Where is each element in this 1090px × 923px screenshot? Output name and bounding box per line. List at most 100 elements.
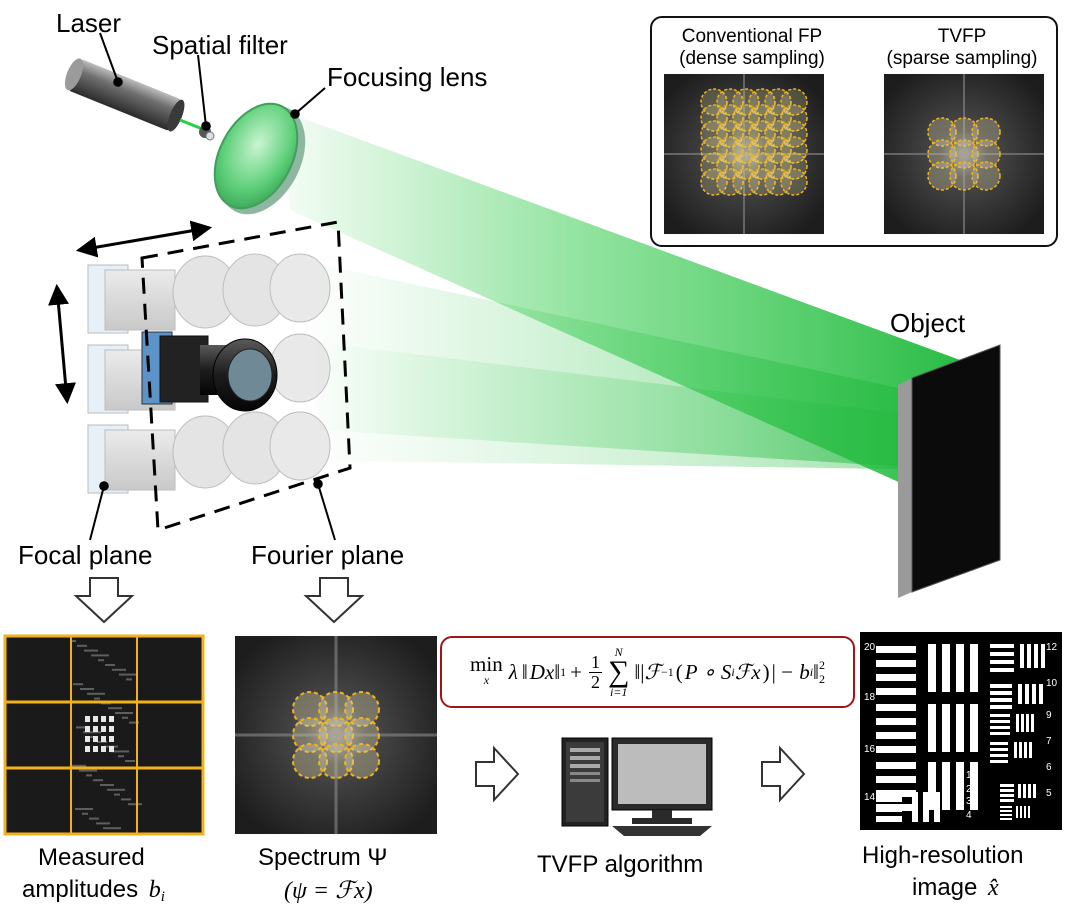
hr-target-bar <box>876 646 916 653</box>
hr-target-number: 7 <box>1046 736 1052 747</box>
hr-target-bar <box>990 726 1010 729</box>
measured-texture-bar <box>103 827 121 830</box>
measured-texture-bar <box>82 812 88 815</box>
computer-icon <box>561 737 713 836</box>
hr-target-bar <box>1020 806 1022 818</box>
formula-norm1: 1 <box>560 664 567 679</box>
spectrum-sampling-circle <box>318 691 354 727</box>
measured-texture-bar <box>77 644 87 647</box>
hr-target-number: 2 <box>966 784 972 795</box>
hr-target-bar <box>876 762 916 769</box>
spatial-filter-leader-line <box>197 54 211 131</box>
hr-target-bar <box>1021 714 1024 732</box>
measured-texture-bar <box>108 707 122 710</box>
hr-target-number: 18 <box>864 692 876 703</box>
hr-target-bar <box>990 714 1010 717</box>
spectrum-sampling-circle <box>344 717 380 753</box>
measured-texture-bar <box>105 664 115 666</box>
measured-texture-bar <box>128 803 142 806</box>
formula-lambda: λ <box>508 659 518 684</box>
sparse-sampling-circle <box>971 139 1001 169</box>
formula-inner-subscript: i <box>731 664 735 679</box>
hr-target-bar <box>1000 794 1014 797</box>
hr-target-bar <box>1033 784 1036 798</box>
measured-texture-bar <box>73 683 83 686</box>
measured-bar <box>101 716 106 722</box>
spectrum-sampling-circle <box>344 691 380 727</box>
measured-bar <box>93 716 98 722</box>
sparse-sampling-circle <box>949 161 979 191</box>
formula-minus-b: − b <box>779 659 810 684</box>
hr-target-bar <box>876 806 902 812</box>
formula-operator: ℱ <box>644 659 661 684</box>
measured-texture-bar <box>121 798 131 801</box>
sparse-sampling-circle <box>971 117 1001 147</box>
measured-texture-bar <box>115 712 133 714</box>
hr-target-bar <box>876 660 916 667</box>
tv-objective-formula: min x λ ‖ Dx ‖ 1 + 1 2 N ∑ i=1 ‖| ℱ −1 (P ∘ S… <box>440 636 855 708</box>
high-resolution-symbol: x̂ <box>988 875 999 901</box>
hr-target-bar <box>990 660 1014 664</box>
high-resolution-label-line2: image x̂ <box>912 874 999 902</box>
measured-texture-bar <box>118 755 124 758</box>
hr-target-bar <box>970 644 978 692</box>
hr-target-number: 20 <box>864 642 876 653</box>
hr-target-bar <box>956 762 964 810</box>
measured-bar <box>93 746 98 752</box>
hr-target-bar <box>1032 684 1036 704</box>
measured-bar <box>85 726 90 732</box>
hr-target-number: 5 <box>1046 788 1052 799</box>
measured-amplitudes-panel <box>3 634 205 836</box>
sparse-sampling-circle <box>927 139 957 169</box>
conventional-fp-title: Conventional FP (dense sampling) <box>664 26 840 70</box>
measured-bar <box>109 746 114 752</box>
measured-texture-bar <box>126 678 132 681</box>
measured-bar <box>85 746 90 752</box>
hr-target-bar <box>990 705 1012 709</box>
measured-bar <box>109 736 114 742</box>
dense-sampling-circle <box>748 168 776 196</box>
sparse-sampling-circle <box>949 117 979 147</box>
focal-down-arrow <box>73 577 135 624</box>
fourier-plane-leader-line <box>313 479 336 541</box>
hr-target-bar <box>1019 742 1022 758</box>
hr-target-bar <box>990 732 1010 735</box>
horizontal-translation-arrow <box>75 220 213 258</box>
formula-sum-lower: i=1 <box>609 685 628 699</box>
measured-texture-bar <box>129 721 139 724</box>
measured-subscript: i <box>160 889 165 905</box>
dense-sampling-circle <box>780 168 808 196</box>
hr-target-number: 4 <box>966 810 972 821</box>
hr-target-bar <box>942 644 950 692</box>
formula-inner-tail: ℱx <box>734 659 761 684</box>
algorithm-to-image-arrow <box>761 745 806 803</box>
spectrum-sampling-circle <box>292 743 328 779</box>
formula-tv-term: Dx <box>529 659 555 684</box>
hr-target-bar <box>990 748 1008 751</box>
hr-target-bar <box>990 720 1010 723</box>
measured-texture-bar <box>125 760 135 762</box>
hr-target-bar <box>942 704 950 752</box>
dense-sampling-circle <box>700 168 728 196</box>
conventional-fp-title-line1: Conventional FP <box>681 26 823 47</box>
conventional-fp-title-line2: (dense sampling) <box>679 48 825 69</box>
measured-texture-bar <box>83 731 101 734</box>
hr-target-bar <box>1024 806 1026 818</box>
hr-target-bar <box>1028 806 1030 818</box>
hr-target-bar <box>1041 644 1045 668</box>
hr-target-bar <box>990 668 1014 672</box>
hr-target-bar <box>1023 784 1026 798</box>
sampling-comparison-inset: Conventional FP (dense sampling) TVFP (s… <box>650 16 1058 247</box>
laser-label: Laser <box>56 8 122 38</box>
formula-half: 1 2 <box>588 652 602 692</box>
active-camera <box>141 331 278 412</box>
vertical-translation-arrow <box>48 283 76 405</box>
fourier-down-arrow <box>303 577 365 624</box>
hr-target-bar <box>1027 644 1031 668</box>
formula-sum-upper: N <box>614 645 623 659</box>
spatial-filter-device <box>199 126 215 141</box>
sparse-sampling-circle <box>927 117 957 147</box>
hr-target-bar <box>990 691 1012 695</box>
hr-target-bar <box>956 704 964 752</box>
